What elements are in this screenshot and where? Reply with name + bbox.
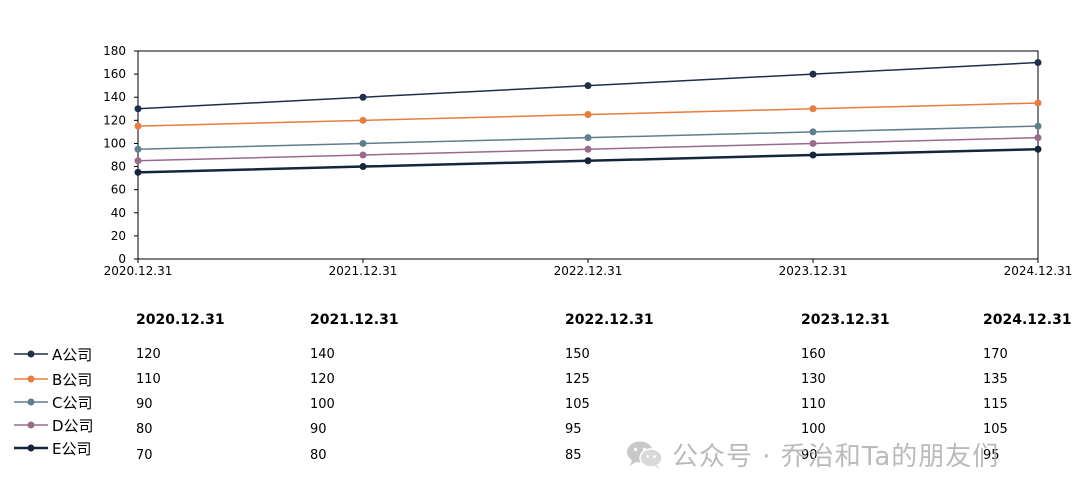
table-header-col-2: 2021.12.31 (310, 312, 399, 328)
legend-marker-b (14, 375, 48, 383)
table-cell: 80 (310, 448, 327, 463)
table-cell: 160 (801, 347, 826, 362)
y-tick-label: 0 (118, 252, 126, 266)
x-axis: 2020.12.31 2021.12.31 2022.12.31 2023.12.31… (104, 259, 1073, 278)
legend-label-a: A公司 (52, 345, 93, 364)
table-cell: 120 (310, 372, 335, 387)
table-cell: 150 (565, 347, 590, 362)
data-point-b (359, 116, 367, 124)
data-point-d (1034, 134, 1042, 142)
data-point-b (584, 111, 592, 119)
table-cell: 90 (801, 448, 818, 463)
series-a (134, 59, 1042, 113)
legend-label-e: E公司 (52, 439, 92, 458)
x-tick-label: 2020.12.31 (104, 264, 173, 278)
data-point-d (134, 157, 142, 165)
y-tick-label: 20 (111, 229, 126, 243)
x-tick-label: 2024.12.31 (1004, 264, 1073, 278)
table-cell: 135 (983, 372, 1008, 387)
table-header-col-3: 2022.12.31 (565, 312, 654, 328)
data-point-a (134, 105, 142, 113)
watermark-text: 公众号 · 乔治和Ta的朋友们 (672, 442, 1000, 472)
table-cell: 90 (136, 397, 153, 412)
x-tick-label: 2022.12.31 (554, 264, 623, 278)
data-point-a (584, 82, 592, 90)
y-tick-label: 100 (103, 136, 126, 150)
y-tick-label: 140 (103, 90, 126, 104)
table-cell: 120 (136, 347, 161, 362)
y-tick-label: 80 (111, 160, 126, 174)
table-cell: 110 (136, 372, 161, 387)
legend-item-b: B公司 (14, 369, 92, 389)
legend-item-a: A公司 (14, 344, 92, 364)
y-tick-label: 180 (103, 44, 126, 58)
table-header-col-4: 2023.12.31 (801, 312, 890, 328)
data-point-d (809, 139, 817, 147)
table-header-col-5: 2024.12.31 (983, 312, 1072, 328)
y-tick-label: 160 (103, 67, 126, 81)
table-cell: 70 (136, 448, 153, 463)
y-tick-label: 120 (103, 113, 126, 127)
table-cell: 170 (983, 347, 1008, 362)
legend-marker-c (14, 398, 48, 406)
table-cell: 105 (983, 422, 1008, 437)
series-e (134, 145, 1042, 176)
table-cell: 115 (983, 397, 1008, 412)
data-point-e (359, 163, 367, 171)
table-cell: 90 (310, 422, 327, 437)
data-point-a (809, 70, 817, 78)
data-point-e (1034, 145, 1042, 153)
table-cell: 125 (565, 372, 590, 387)
series-c (134, 122, 1042, 153)
data-point-e (584, 157, 592, 165)
legend-item-c: C公司 (14, 392, 92, 412)
data-table: 2020.12.31 2021.12.31 2022.12.31 2023.12… (0, 300, 1080, 470)
table-header-col-1: 2020.12.31 (136, 312, 225, 328)
legend-item-d: D公司 (14, 415, 94, 435)
legend-label-b: B公司 (52, 370, 93, 389)
data-point-c (584, 134, 592, 142)
y-axis: 0 20 40 60 80 100 120 140 160 180 (103, 44, 138, 266)
table-cell: 95 (565, 422, 582, 437)
data-point-c (809, 128, 817, 136)
table-cell: 85 (565, 448, 582, 463)
data-point-b (134, 122, 142, 130)
data-point-d (359, 151, 367, 159)
data-point-c (1034, 122, 1042, 130)
legend-marker-e (14, 444, 48, 452)
line-chart: 0 20 40 60 80 100 120 140 160 180 2020.12.31 2021.… (103, 44, 1073, 278)
data-point-c (359, 139, 367, 147)
table-cell: 110 (801, 397, 826, 412)
wechat-icon (627, 441, 663, 469)
x-tick-label: 2023.12.31 (779, 264, 848, 278)
legend-label-c: C公司 (52, 393, 93, 412)
table-cell: 95 (983, 448, 1000, 463)
table-cell: 100 (801, 422, 826, 437)
table-cell: 80 (136, 422, 153, 437)
data-point-a (359, 93, 367, 101)
legend-label-d: D公司 (52, 416, 94, 435)
table-cell: 105 (565, 397, 590, 412)
table-cell: 130 (801, 372, 826, 387)
series-d (134, 134, 1042, 165)
table-cell: 140 (310, 347, 335, 362)
legend-item-e: E公司 (14, 438, 91, 458)
data-point-e (134, 168, 142, 176)
series-layer (134, 59, 1042, 176)
data-point-c (134, 145, 142, 153)
legend-marker-a (14, 350, 48, 358)
watermark: 公众号 · 乔治和Ta的朋友们 (626, 436, 999, 473)
data-point-a (1034, 59, 1042, 67)
data-point-d (584, 145, 592, 153)
data-point-b (1034, 99, 1042, 107)
y-tick-label: 40 (111, 206, 126, 220)
table-cell: 100 (310, 397, 335, 412)
data-point-b (809, 105, 817, 113)
data-point-e (809, 151, 817, 159)
x-tick-label: 2021.12.31 (329, 264, 398, 278)
y-tick-label: 60 (111, 183, 126, 197)
legend-marker-d (14, 421, 48, 429)
series-b (134, 99, 1042, 130)
